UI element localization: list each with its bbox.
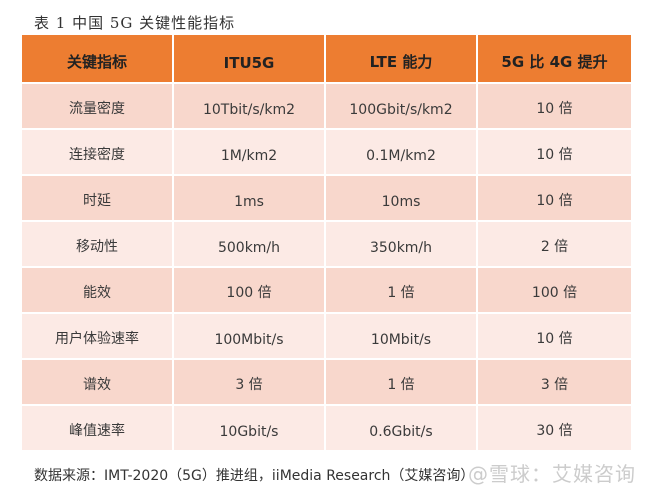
table-cell: 2 倍 <box>478 222 631 266</box>
header-cell: 关键指标 <box>22 35 174 82</box>
table-cell: 峰值速率 <box>22 406 174 450</box>
table-cell: 1 倍 <box>326 360 478 404</box>
header-cell: LTE 能力 <box>326 35 478 82</box>
table-cell: 10 倍 <box>478 176 631 220</box>
table-cell: 10 倍 <box>478 314 631 358</box>
table-cell: 500km/h <box>174 222 326 266</box>
table-cell: 100Mbit/s <box>174 314 326 358</box>
table-row: 能效 100 倍 1 倍 100 倍 <box>22 268 631 314</box>
table-cell: 10Tbit/s/km2 <box>174 84 326 128</box>
table-cell: 1M/km2 <box>174 130 326 174</box>
header-cell: ITU5G <box>174 35 326 82</box>
table-row: 峰值速率 10Gbit/s 0.6Gbit/s 30 倍 <box>22 406 631 452</box>
watermark: @雪球：艾媒咨询 <box>468 462 636 486</box>
table-cell: 能效 <box>22 268 174 312</box>
table-cell: 10ms <box>326 176 478 220</box>
table-row: 谱效 3 倍 1 倍 3 倍 <box>22 360 631 406</box>
table-row: 用户体验速率 100Mbit/s 10Mbit/s 10 倍 <box>22 314 631 360</box>
table-cell: 10 倍 <box>478 130 631 174</box>
table-cell: 1 倍 <box>326 268 478 312</box>
table-cell: 3 倍 <box>478 360 631 404</box>
table-cell: 100Gbit/s/km2 <box>326 84 478 128</box>
table-cell: 1ms <box>174 176 326 220</box>
table-row: 连接密度 1M/km2 0.1M/km2 10 倍 <box>22 130 631 176</box>
table-cell: 30 倍 <box>478 406 631 450</box>
table-cell: 100 倍 <box>174 268 326 312</box>
table-cell: 350km/h <box>326 222 478 266</box>
table-cell: 3 倍 <box>174 360 326 404</box>
table-cell: 10 倍 <box>478 84 631 128</box>
table-cell: 0.1M/km2 <box>326 130 478 174</box>
table-cell: 移动性 <box>22 222 174 266</box>
table-cell: 时延 <box>22 176 174 220</box>
table-header-row: 关键指标 ITU5G LTE 能力 5G 比 4G 提升 <box>22 35 631 84</box>
table-cell: 0.6Gbit/s <box>326 406 478 450</box>
data-source-note: 数据来源：IMT-2020（5G）推进组，iiMedia Research（艾媒… <box>34 468 475 484</box>
table-cell: 10Mbit/s <box>326 314 478 358</box>
table-cell: 100 倍 <box>478 268 631 312</box>
table-cell: 流量密度 <box>22 84 174 128</box>
table-cell: 连接密度 <box>22 130 174 174</box>
table-caption: 表 1 中国 5G 关键性能指标 <box>34 14 236 32</box>
table-cell: 10Gbit/s <box>174 406 326 450</box>
table-row: 移动性 500km/h 350km/h 2 倍 <box>22 222 631 268</box>
table-cell: 谱效 <box>22 360 174 404</box>
kpi-table: 关键指标 ITU5G LTE 能力 5G 比 4G 提升 流量密度 10Tbit… <box>22 35 631 452</box>
table-row: 时延 1ms 10ms 10 倍 <box>22 176 631 222</box>
table-cell: 用户体验速率 <box>22 314 174 358</box>
header-cell: 5G 比 4G 提升 <box>478 35 631 82</box>
table-row: 流量密度 10Tbit/s/km2 100Gbit/s/km2 10 倍 <box>22 84 631 130</box>
